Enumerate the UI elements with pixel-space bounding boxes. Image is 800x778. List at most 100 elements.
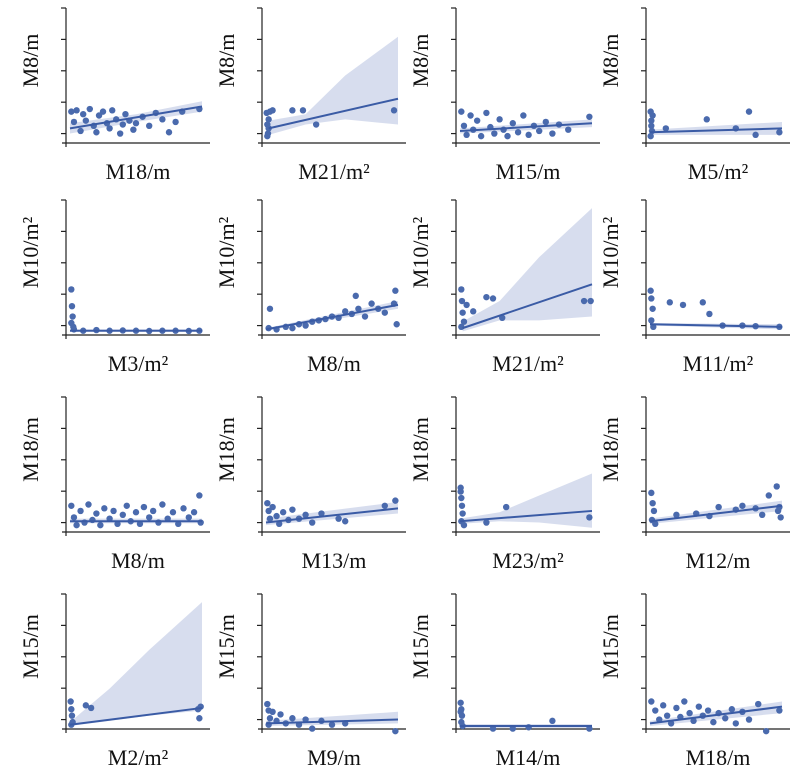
data-point xyxy=(77,127,84,135)
data-point xyxy=(489,295,497,302)
data-point xyxy=(491,130,498,137)
subplot-7: M21/m² M10/m² xyxy=(408,199,600,376)
data-point xyxy=(368,300,375,307)
data-point xyxy=(119,511,127,519)
data-point xyxy=(68,502,75,509)
subplot-3: M15/m M8/m xyxy=(408,7,600,184)
x-axis-label: M3/m² xyxy=(108,351,169,376)
y-axis-label: M8/m xyxy=(214,34,239,88)
data-point xyxy=(652,520,659,528)
data-point xyxy=(196,715,203,722)
data-point xyxy=(264,700,271,708)
data-point xyxy=(132,509,140,516)
data-point xyxy=(458,502,466,509)
data-point xyxy=(542,118,549,126)
data-point xyxy=(279,509,287,516)
data-point xyxy=(703,116,710,123)
data-point xyxy=(130,126,137,133)
subplot-8: M11/m² M10/m² xyxy=(598,199,790,376)
data-point xyxy=(565,126,572,133)
subplot-10: M13/m M18/m xyxy=(214,396,406,573)
data-point xyxy=(289,506,296,513)
data-point xyxy=(765,492,772,499)
data-point xyxy=(652,707,659,714)
data-point xyxy=(190,509,198,516)
subplot-2: M21/m² M8/m xyxy=(214,7,406,184)
data-point xyxy=(586,514,593,521)
data-point xyxy=(381,309,388,316)
data-point xyxy=(463,131,470,139)
data-point xyxy=(302,716,309,723)
regression-line xyxy=(265,718,399,725)
data-point xyxy=(483,293,490,301)
data-point xyxy=(390,107,398,114)
subplot-14: M9/m M15/m xyxy=(214,593,406,770)
y-axis-label: M15/m xyxy=(408,614,433,679)
data-point xyxy=(342,308,349,315)
y-axis-label: M10/m² xyxy=(18,216,43,288)
data-point xyxy=(392,497,399,504)
y-axis-label: M15/m xyxy=(214,614,239,679)
data-point xyxy=(759,511,766,519)
regression-line xyxy=(265,507,399,524)
y-axis-label: M15/m xyxy=(18,614,43,679)
data-point xyxy=(119,121,127,128)
regression-line xyxy=(69,706,203,726)
x-axis-label: M18/m xyxy=(106,159,171,184)
data-point xyxy=(328,721,336,728)
regression-line xyxy=(268,97,399,130)
data-point xyxy=(165,129,173,136)
y-axis-label: M8/m xyxy=(408,34,433,88)
data-point xyxy=(648,122,655,130)
data-point xyxy=(458,297,466,305)
data-point xyxy=(660,702,667,709)
data-point xyxy=(335,515,342,522)
data-point xyxy=(132,120,140,127)
data-point xyxy=(520,112,527,119)
data-point xyxy=(648,317,655,324)
data-point xyxy=(514,129,522,136)
data-point xyxy=(393,321,400,328)
y-axis-label: M18/m xyxy=(214,417,239,482)
data-point xyxy=(355,305,362,312)
x-axis-label: M8/m xyxy=(111,548,165,573)
data-point xyxy=(70,118,78,126)
data-point xyxy=(289,324,296,332)
data-point xyxy=(266,515,274,522)
x-axis-label: M23/m² xyxy=(492,548,564,573)
data-point xyxy=(69,313,76,320)
subplot-12: M12/m M18/m xyxy=(598,396,790,573)
data-point xyxy=(289,715,296,722)
data-point xyxy=(457,699,464,706)
data-point xyxy=(649,500,656,507)
data-point xyxy=(122,111,129,118)
data-point xyxy=(463,301,470,309)
data-point xyxy=(745,716,753,723)
data-point xyxy=(149,507,157,515)
data-point xyxy=(762,727,770,735)
data-point xyxy=(159,116,166,123)
data-point xyxy=(459,510,466,517)
data-point xyxy=(459,309,466,316)
data-point xyxy=(483,519,490,526)
data-point xyxy=(549,717,556,725)
data-point xyxy=(666,299,673,306)
data-point xyxy=(690,717,697,725)
data-point xyxy=(695,703,703,710)
data-point xyxy=(686,709,693,717)
data-point xyxy=(503,503,510,511)
data-point xyxy=(458,494,465,502)
data-point xyxy=(172,118,179,126)
data-point xyxy=(97,521,104,529)
data-point xyxy=(648,698,655,705)
x-axis-label: M5/m² xyxy=(688,159,749,184)
data-point xyxy=(460,318,468,325)
data-point xyxy=(549,130,556,137)
x-axis-label: M14/m xyxy=(496,745,561,770)
subplot-13: M2/m² M15/m xyxy=(18,593,210,770)
data-point xyxy=(101,505,108,512)
data-point xyxy=(159,501,166,508)
data-point xyxy=(342,518,349,525)
data-point xyxy=(776,707,783,714)
